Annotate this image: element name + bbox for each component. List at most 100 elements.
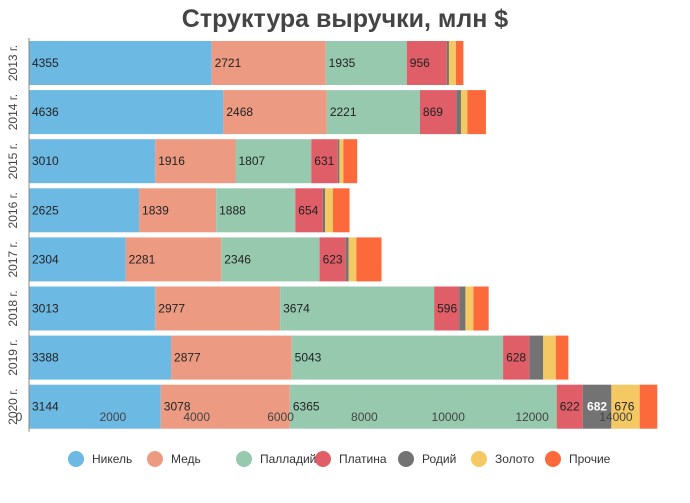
data-label: 596 [437, 302, 457, 316]
data-label: 2468 [226, 105, 253, 119]
legend-swatch [236, 451, 252, 467]
y-tick-label: 2019 г. [6, 339, 20, 375]
legend-label: Прочие [569, 452, 611, 466]
bar-segment [339, 139, 344, 184]
x-tick-label: 14000 [599, 410, 633, 424]
bar-segment [125, 237, 222, 282]
data-label: 676 [614, 400, 634, 414]
data-label: 3013 [32, 302, 59, 316]
data-label: 1916 [158, 154, 185, 168]
legend-label: Никель [92, 452, 132, 466]
y-axis: 2013 г. 2014 г. 2015 г. 2016 г. 2017 г. 2018 … [6, 38, 30, 432]
bar-segment [556, 384, 583, 429]
data-label: 869 [423, 105, 443, 119]
bar-segment [325, 41, 407, 85]
data-label: 2721 [215, 56, 242, 70]
bar-segment [529, 335, 544, 380]
data-label: 2221 [330, 105, 357, 119]
data-label: 3144 [32, 400, 59, 414]
legend-swatch [398, 451, 414, 467]
data-label: 3674 [283, 302, 310, 316]
y-tick-label: 2015 г. [6, 143, 20, 179]
bar-segment [295, 188, 323, 233]
data-label: 1839 [142, 203, 169, 217]
legend-label: Золото [495, 452, 535, 466]
y-tick-label: 2013 г. [6, 45, 20, 81]
bar-segment [459, 286, 466, 331]
legend-swatch [147, 451, 163, 467]
data-label: 631 [314, 154, 334, 168]
x-tick-label: 10000 [432, 410, 466, 424]
legend-label: Палладий [260, 452, 316, 466]
bar-segment [221, 237, 320, 282]
legend-swatch [545, 451, 561, 467]
bar-segment [446, 41, 449, 85]
bar-segment [211, 41, 326, 85]
y-tick-label: 2017 г. [6, 241, 20, 277]
bar-segment [543, 335, 556, 380]
bar-segment [29, 335, 172, 380]
data-label: 622 [560, 400, 580, 414]
bar-segment [503, 335, 530, 380]
data-label: 2877 [174, 351, 201, 365]
x-tick-label: 2000 [99, 410, 126, 424]
legend: Никель Медь Палладий Платина Родий Золото Проч… [68, 451, 611, 467]
bar-segment [467, 90, 486, 135]
x-tick-label: 6000 [267, 410, 294, 424]
bar-segment [456, 90, 461, 135]
bar-segment [343, 139, 358, 184]
bar-segment [29, 139, 156, 184]
bar-segment [235, 139, 312, 184]
y-tick-label: 2016 г. [6, 192, 20, 228]
data-label: 4636 [32, 105, 59, 119]
bars-group [29, 41, 658, 429]
legend-label: Родий [422, 452, 456, 466]
x-tick-label: 4000 [183, 410, 210, 424]
legend-swatch [315, 451, 331, 467]
data-label: 956 [410, 56, 430, 70]
bar-segment [356, 237, 382, 282]
bar-segment [29, 90, 224, 135]
data-label: 2977 [158, 302, 185, 316]
y-tick-label: 2020 г. [6, 389, 20, 425]
bar-segment [319, 237, 346, 282]
bar-segment [29, 237, 126, 282]
bar-segment [555, 335, 569, 380]
bar-segment [460, 90, 468, 135]
x-tick-label: 8000 [351, 410, 378, 424]
bar-segment [332, 188, 350, 233]
bar-segment [29, 188, 140, 233]
data-label: 1935 [329, 56, 356, 70]
bar-segment [155, 286, 281, 331]
bar-segment [216, 188, 296, 233]
data-label: 4355 [32, 56, 59, 70]
bar-segment [326, 90, 420, 135]
data-label: 2346 [224, 252, 251, 266]
bar-segment [337, 139, 340, 184]
bar-segment [582, 384, 612, 429]
bar-segment [473, 286, 489, 331]
bar-segment [291, 335, 504, 380]
data-label: 5043 [295, 351, 322, 365]
bar-segment [223, 90, 327, 135]
bar-segment [465, 286, 474, 331]
bar-segment [348, 237, 357, 282]
data-label: 1807 [239, 154, 266, 168]
data-label: 3010 [32, 154, 59, 168]
data-label: 2304 [32, 252, 59, 266]
bar-segment [419, 90, 457, 135]
bar-segment [139, 188, 217, 233]
x-axis: 0 2000 4000 6000 8000 10000 12000 14000 [16, 410, 633, 424]
data-label: 1888 [219, 203, 246, 217]
legend-swatch [471, 451, 487, 467]
bar-segment [611, 384, 640, 429]
bar-segment [448, 41, 456, 85]
bar-segment [325, 188, 333, 233]
bar-segment [434, 286, 460, 331]
data-label: 2281 [129, 252, 156, 266]
bar-segment [406, 41, 447, 85]
x-tick-label: 0 [16, 410, 23, 424]
bar-segment [171, 335, 292, 380]
legend-label: Медь [171, 452, 201, 466]
